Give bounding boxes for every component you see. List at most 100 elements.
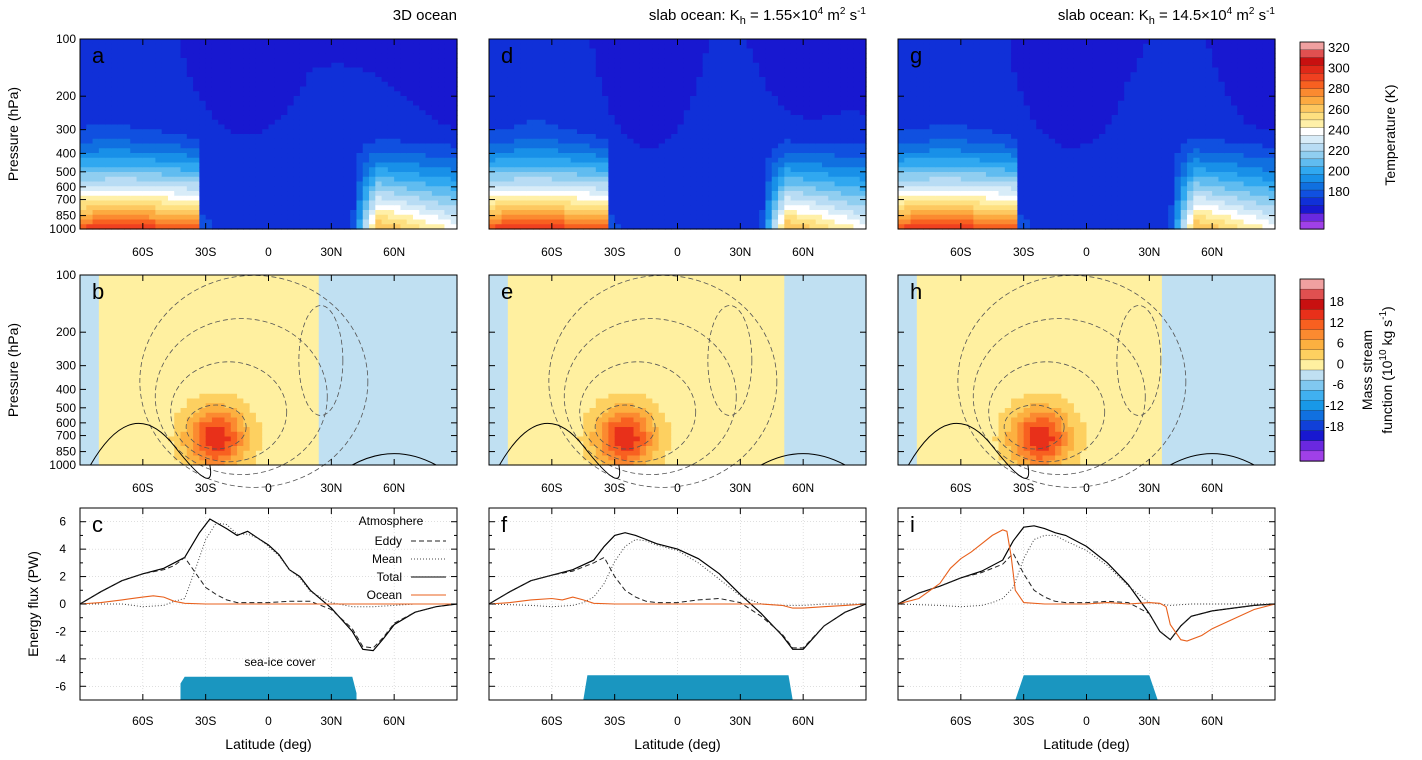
temperature-cell: [381, 195, 389, 202]
temperature-cell: [337, 205, 345, 211]
stream-cell: [86, 360, 94, 366]
stream-cell: [331, 446, 339, 452]
temperature-cell: [237, 143, 244, 149]
temperature-cell: [249, 67, 257, 73]
temperature-cell: [92, 176, 100, 183]
temperature-cell: [413, 153, 420, 159]
temperature-cell: [180, 167, 188, 173]
column-title-2: slab ocean: Kh = 1.55×104 m2 s-1: [649, 6, 867, 27]
stream-contour-solid: [352, 453, 437, 466]
temperature-cell: [299, 86, 307, 92]
stream-cell: [419, 275, 427, 281]
temperature-cell: [444, 153, 452, 159]
stream-cell: [293, 289, 301, 295]
stream-cell: [174, 427, 182, 433]
stream-cell: [249, 460, 257, 466]
temperature-cell: [438, 186, 446, 192]
stream-cell: [450, 436, 458, 442]
temperature-cell: [111, 81, 119, 88]
stream-cell: [111, 389, 119, 395]
temperature-cell: [343, 172, 351, 178]
stream-cell: [268, 279, 276, 286]
stream-cell: [438, 351, 446, 357]
stream-cell: [356, 441, 364, 447]
stream-cell: [419, 417, 427, 423]
stream-cell: [205, 441, 213, 447]
temperature-cell: [274, 67, 282, 73]
stream-cell: [98, 303, 106, 309]
temperature-cell: [413, 115, 420, 121]
temperature-cell: [299, 81, 307, 88]
temperature-cell: [287, 129, 295, 135]
temperature-cell: [325, 77, 332, 83]
stream-cell: [167, 308, 175, 314]
temperature-cell: [262, 219, 270, 225]
stream-cell: [237, 408, 244, 414]
stream-cell: [331, 412, 339, 419]
temperature-cell: [299, 148, 307, 154]
stream-cell: [350, 408, 358, 414]
temperature-cell: [331, 58, 339, 64]
temperature-cell: [111, 186, 119, 192]
stream-cell: [149, 417, 156, 423]
stream-cell: [193, 284, 200, 290]
temperature-cell: [224, 53, 232, 59]
temperature-cell: [281, 219, 288, 225]
stream-cell: [123, 370, 131, 376]
stream-cell: [425, 379, 433, 385]
temperature-cell: [161, 191, 169, 197]
temperature-cell: [136, 67, 144, 73]
temperature-cell: [111, 143, 119, 149]
temperature-cell: [167, 205, 175, 211]
stream-contour: [298, 305, 344, 416]
stream-cell: [199, 389, 207, 395]
temperature-cell: [174, 43, 182, 50]
stream-cell: [92, 317, 100, 324]
temperature-cell: [350, 205, 358, 211]
temperature-cell: [312, 39, 320, 45]
stream-cell: [86, 412, 94, 419]
stream-cell: [350, 298, 358, 305]
stream-cell: [111, 408, 119, 414]
temperature-cell: [312, 186, 320, 192]
stream-cell: [325, 298, 332, 305]
temperature-cell: [111, 210, 119, 216]
temperature-cell: [306, 81, 314, 88]
stream-cell: [167, 298, 175, 305]
stream-cell: [161, 431, 169, 438]
y-tick-label: 2: [59, 570, 66, 584]
temperature-cell: [331, 134, 339, 140]
stream-cell: [123, 351, 131, 357]
stream-cell: [243, 398, 251, 404]
stream-cell: [450, 446, 458, 452]
stream-cell: [381, 431, 389, 438]
temperature-cell: [350, 143, 358, 149]
temperature-cell: [337, 53, 345, 59]
temperature-cell: [299, 143, 307, 149]
temperature-cell: [381, 210, 389, 216]
temperature-cell: [111, 86, 119, 92]
temperature-cell: [80, 153, 87, 159]
stream-cell: [413, 436, 420, 442]
temperature-cell: [293, 172, 301, 178]
temperature-cell: [281, 67, 288, 73]
temperature-cell: [249, 214, 257, 221]
temperature-cell: [306, 58, 314, 64]
temperature-cell: [387, 191, 395, 197]
temperature-cell: [180, 81, 188, 88]
temperature-cell: [293, 134, 301, 140]
temperature-cell: [425, 172, 433, 178]
stream-cell: [205, 317, 213, 324]
stream-cell: [237, 398, 244, 404]
temperature-cell: [86, 143, 94, 149]
stream-cell: [268, 450, 276, 457]
stream-cell: [281, 351, 288, 357]
stream-cell: [299, 346, 307, 352]
temperature-cell: [381, 48, 389, 54]
temperature-cell: [337, 191, 345, 197]
stream-cell: [130, 322, 138, 328]
stream-cell: [387, 303, 395, 309]
temperature-cell: [369, 138, 376, 145]
temperature-cell: [274, 195, 282, 202]
temperature-cell: [224, 214, 232, 221]
